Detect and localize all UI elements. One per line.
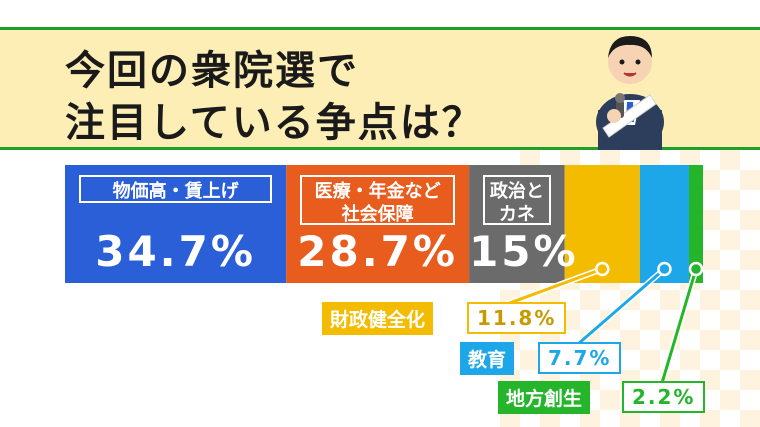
bar-0 [65,165,287,283]
bar-category-label-0 [79,175,273,203]
bar-category-text-1-0: 医療・年金など [314,181,441,202]
callout-value-4: 7.7% [538,342,622,374]
leader-dot-4 [657,261,672,277]
bar-value-label-2: 15% [469,227,579,276]
candidate-illustration-icon [596,36,664,150]
bar-category-text-2-0: 政治と [489,181,544,202]
bar-category-text-0-0: 物価高・賃上げ [112,181,239,202]
bar-value-label-1: 28.7% [297,227,458,276]
bar-5 [688,165,703,283]
callout-value-3: 11.8% [467,302,567,334]
chart-title-line-1: 今回の衆院選で [65,48,359,94]
leader-line-3 [506,267,603,306]
leader-dot-5 [688,261,704,277]
bar-category-label-1 [300,175,456,225]
chart-title-line-2: 注目している争点は？ [65,100,484,146]
leader-dot-3 [595,261,610,277]
leader-line-4 [577,267,666,346]
bar-category-text-1-1: 社会保障 [341,204,414,225]
leader-line-5 [660,268,698,384]
callout-category-5: 地方創生 [498,381,591,414]
callout-category-3: 財政健全化 [322,302,434,335]
bar-category-text-2-1: カネ [498,204,535,225]
bar-category-label-2 [483,175,551,225]
bar-value-label-0: 34.7% [95,227,256,276]
callout-value-5: 2.2% [622,381,706,413]
callout-category-4: 教育 [460,342,515,375]
